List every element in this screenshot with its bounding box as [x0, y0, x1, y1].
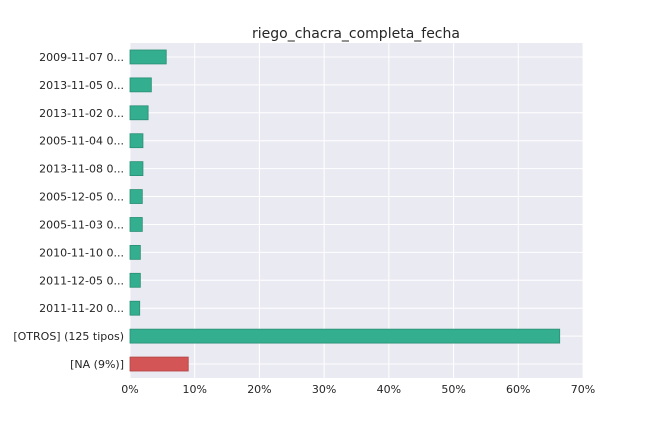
chart-title: riego_chacra_completa_fecha [252, 26, 460, 42]
y-tick-label: [NA (9%)] [70, 358, 124, 371]
y-tick-label: 2010-11-10 0... [39, 246, 124, 259]
y-tick-label: 2005-11-04 0... [39, 135, 124, 148]
bar [129, 189, 143, 204]
y-tick-label: 2013-11-02 0... [39, 107, 124, 120]
y-tick-label: 2011-11-20 0... [39, 302, 124, 315]
y-tick-label: 2011-12-05 0... [39, 274, 124, 287]
bar [129, 300, 141, 316]
bar [129, 161, 144, 177]
bar [129, 77, 152, 93]
bar [129, 133, 144, 149]
y-tick-label: 2013-11-05 0... [39, 79, 124, 92]
bar [129, 328, 561, 344]
x-tick-label: 20% [247, 383, 271, 396]
x-tick-label: 10% [182, 383, 206, 396]
x-tick-label: 30% [312, 383, 336, 396]
y-tick-label: 2013-11-08 0... [39, 163, 124, 176]
x-tick-label: 0% [121, 383, 138, 396]
x-tick-label: 60% [506, 383, 530, 396]
bar [129, 105, 149, 121]
bar [129, 217, 143, 232]
bars [129, 49, 561, 372]
bar [129, 49, 167, 65]
y-tick-label: 2005-12-05 0... [39, 191, 124, 204]
grid [129, 43, 584, 378]
x-tick-label: 40% [377, 383, 401, 396]
plot-area [130, 43, 583, 378]
y-tick-labels: 2009-11-07 0... 2013-11-05 0... 2013-11-02… [13, 51, 124, 371]
y-tick-label: 2009-11-07 0... [39, 51, 124, 64]
bar [129, 272, 141, 288]
x-tick-label: 70% [571, 383, 595, 396]
bar [129, 244, 141, 260]
bar [129, 356, 189, 372]
x-tick-label: 50% [441, 383, 465, 396]
y-tick-label: 2005-11-03 0... [39, 218, 124, 231]
x-tick-labels: 0% 10% 20% 30% 40% 50% 60% 70% [121, 383, 595, 396]
y-tick-label: [OTROS] (125 tipos) [13, 330, 124, 343]
